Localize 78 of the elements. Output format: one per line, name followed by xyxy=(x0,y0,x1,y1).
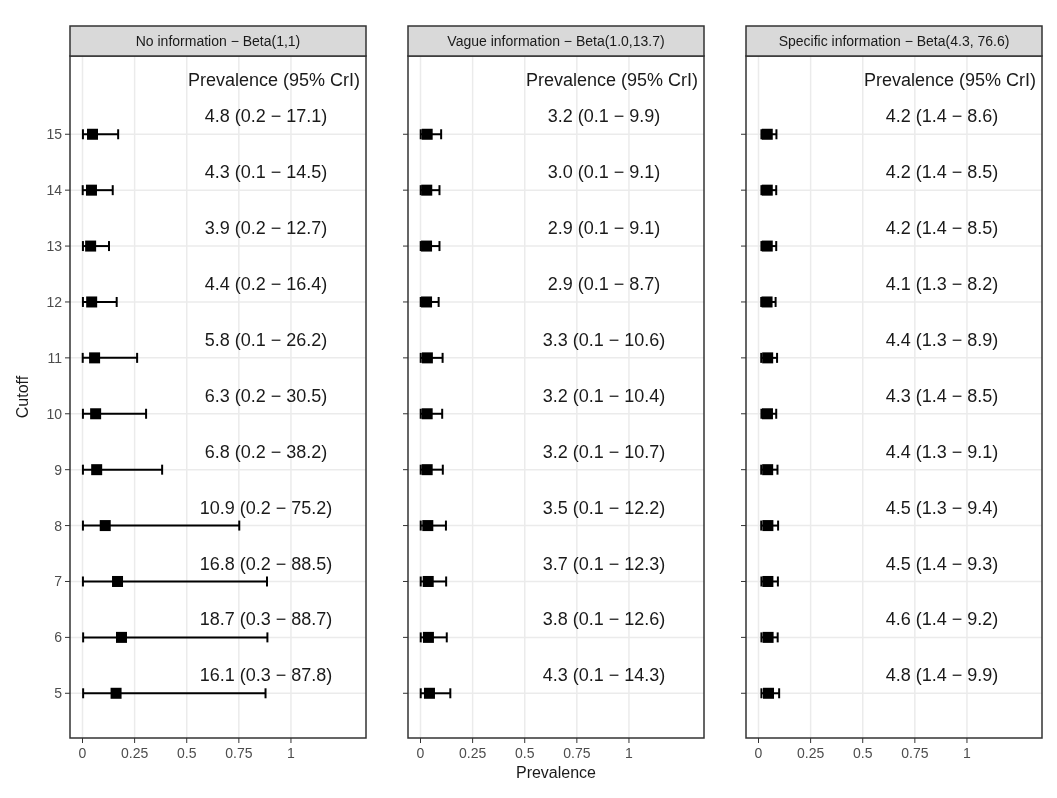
annotation: Prevalence (95% CrI) xyxy=(863,70,1037,90)
x-tick-label: 0.5 xyxy=(177,745,197,761)
x-tick-label: 0 xyxy=(78,745,87,761)
annotation: 3.7 (0.1 − 12.3) xyxy=(542,553,666,574)
annotation: 18.7 (0.3 − 88.7) xyxy=(199,609,333,630)
point xyxy=(86,296,98,308)
x-tick-label: 0.25 xyxy=(120,745,149,761)
y-tick-label: 6 xyxy=(54,629,63,646)
chart-title: Specific information − Beta(4.3, 76.6) xyxy=(778,33,1010,49)
annotation: 3.8 (0.1 − 12.6) xyxy=(542,609,666,630)
point xyxy=(99,520,111,532)
annotation: Prevalence (95% CrI) xyxy=(525,70,699,90)
annotation: 4.5 (1.4 − 9.3) xyxy=(885,553,999,574)
x-tick-label: 1 xyxy=(625,745,634,761)
y-tick-label: 5 xyxy=(54,685,63,702)
x-tick-label: 0.5 xyxy=(853,745,873,761)
annotation: 16.1 (0.3 − 87.8) xyxy=(199,665,333,686)
x-tick-label: 0.75 xyxy=(563,745,591,761)
annotation: 3.5 (0.1 − 12.2) xyxy=(542,497,666,518)
point xyxy=(90,408,102,420)
y-tick-label: 15 xyxy=(46,126,63,143)
annotation: 5.8 (0.1 − 26.2) xyxy=(204,329,328,350)
chart-title: No information − Beta(1,1) xyxy=(135,33,301,49)
y-tick-label: 7 xyxy=(54,573,63,590)
point xyxy=(85,240,97,252)
y-tick-label: 12 xyxy=(46,293,63,310)
annotation: 4.2 (1.4 − 8.5) xyxy=(885,218,999,239)
x-tick-label: 0 xyxy=(416,745,425,761)
annotation: 2.9 (0.1 − 8.7) xyxy=(547,274,661,295)
annotation: 4.8 (0.2 − 17.1) xyxy=(204,106,328,127)
annotation: 4.2 (1.4 − 8.6) xyxy=(885,106,999,127)
point xyxy=(115,631,127,643)
annotation: 4.4 (1.3 − 8.9) xyxy=(885,329,999,350)
annotation: 3.9 (0.2 − 12.7) xyxy=(204,218,328,239)
point xyxy=(89,352,101,364)
x-tick-label: 0.25 xyxy=(796,745,825,761)
annotation: 3.2 (0.1 − 9.9) xyxy=(547,106,661,127)
annotation: 6.3 (0.2 − 30.5) xyxy=(204,385,328,406)
annotation: 4.3 (1.4 − 8.5) xyxy=(885,385,999,406)
y-tick-label: 8 xyxy=(54,517,63,534)
annotation: 4.3 (0.1 − 14.5) xyxy=(204,162,328,183)
annotation: 16.8 (0.2 − 88.5) xyxy=(199,553,333,574)
y-tick-label: 10 xyxy=(46,405,63,422)
y-tick-label: 14 xyxy=(46,182,63,199)
annotation: 3.3 (0.1 − 10.6) xyxy=(542,329,666,350)
annotation: 4.4 (0.2 − 16.4) xyxy=(204,274,328,295)
point xyxy=(85,184,97,196)
x-tick-label: 1 xyxy=(287,745,296,761)
annotation: 4.8 (1.4 − 9.9) xyxy=(885,665,999,686)
x-tick-label: 0.75 xyxy=(901,745,929,761)
x-tick-label: 0.5 xyxy=(515,745,535,761)
y-tick-label: 9 xyxy=(54,461,63,478)
x-tick-label: 1 xyxy=(963,745,972,761)
chart-title: Vague information − Beta(1.0,13.7) xyxy=(447,33,665,49)
annotation: 4.5 (1.3 − 9.4) xyxy=(885,497,999,518)
annotation: Prevalence (95% CrI) xyxy=(187,70,361,90)
annotation: 10.9 (0.2 − 75.2) xyxy=(199,497,333,518)
x-tick-label: 0 xyxy=(754,745,763,761)
annotation: 3.2 (0.1 − 10.7) xyxy=(542,441,666,462)
x-axis-title: Prevalence xyxy=(515,764,597,781)
x-tick-label: 0.25 xyxy=(458,745,487,761)
annotation: 3.2 (0.1 − 10.4) xyxy=(542,385,666,406)
annotation: 4.3 (0.1 − 14.3) xyxy=(542,665,666,686)
x-tick-label: 0.75 xyxy=(225,745,253,761)
annotation: 4.2 (1.4 − 8.5) xyxy=(885,162,999,183)
y-tick-label: 11 xyxy=(47,349,63,366)
point xyxy=(110,687,122,699)
point xyxy=(87,128,99,140)
annotation: 4.6 (1.4 − 9.2) xyxy=(885,609,999,630)
y-axis-title: Cutoff xyxy=(14,375,31,419)
point xyxy=(112,575,124,587)
annotation: 4.1 (1.3 − 8.2) xyxy=(885,274,999,295)
annotation: 4.4 (1.3 − 9.1) xyxy=(885,441,999,462)
annotation: 2.9 (0.1 − 9.1) xyxy=(547,218,661,239)
annotation: 6.8 (0.2 − 38.2) xyxy=(204,441,328,462)
annotation: 3.0 (0.1 − 9.1) xyxy=(547,162,661,183)
y-tick-label: 13 xyxy=(46,238,63,255)
point xyxy=(91,464,103,476)
